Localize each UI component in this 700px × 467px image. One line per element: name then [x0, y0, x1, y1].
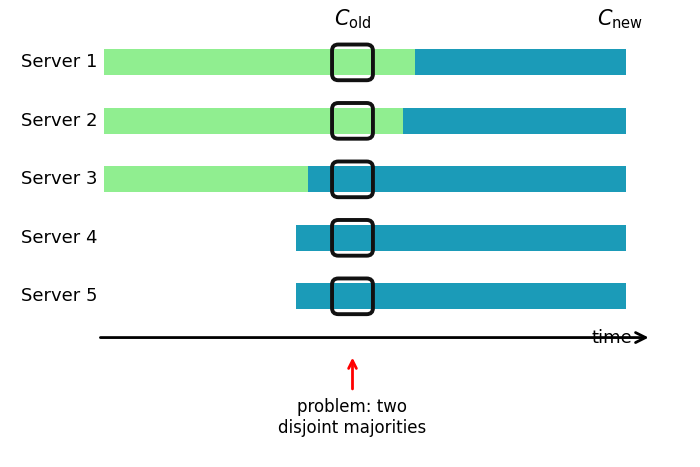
Text: time: time — [592, 329, 633, 347]
Bar — [296, 283, 626, 309]
Bar — [104, 166, 321, 192]
Text: problem: two
disjoint majorities: problem: two disjoint majorities — [279, 398, 426, 437]
Text: Server 1: Server 1 — [21, 53, 97, 71]
Text: Server 5: Server 5 — [21, 287, 97, 305]
Text: Server 4: Server 4 — [21, 229, 97, 247]
Bar — [296, 225, 626, 251]
Bar — [415, 50, 626, 75]
Text: $C_\mathrm{old}$: $C_\mathrm{old}$ — [334, 7, 371, 31]
Bar — [104, 108, 434, 134]
Text: Server 3: Server 3 — [21, 170, 97, 188]
Bar — [402, 108, 626, 134]
Text: $C_\mathrm{new}$: $C_\mathrm{new}$ — [597, 7, 643, 31]
Text: Server 2: Server 2 — [21, 112, 97, 130]
Bar — [309, 166, 626, 192]
Bar — [104, 50, 459, 75]
